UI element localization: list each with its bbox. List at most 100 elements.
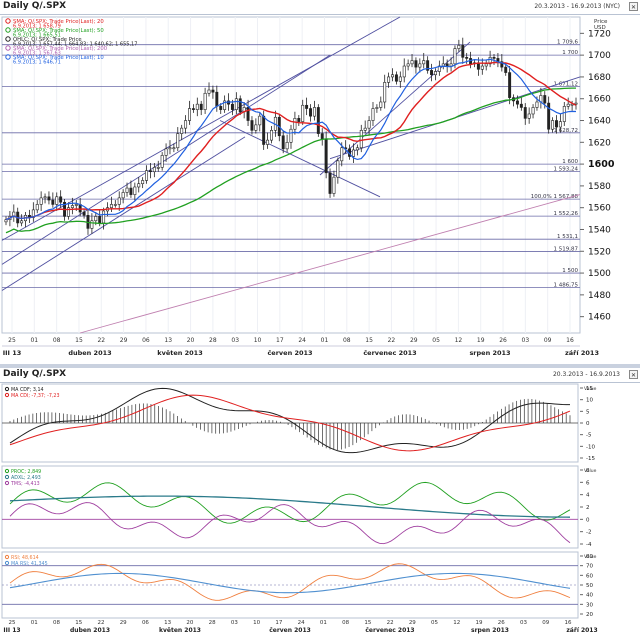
x-month-label: září 2013 — [566, 627, 597, 634]
candle-body — [180, 127, 184, 134]
legend-marker-icon — [4, 554, 10, 560]
proc-line — [9, 481, 571, 524]
candle-body — [301, 104, 305, 122]
candle-body — [20, 220, 24, 224]
x-tick-label: 09 — [544, 337, 552, 344]
y-tick-label: 1540 — [588, 225, 611, 235]
legend-label: OHLC; Q/.SPX; Trade Price — [13, 37, 82, 43]
candle-body — [117, 197, 121, 205]
x-tick-label: 29 — [120, 620, 127, 626]
candle-body — [449, 63, 453, 67]
x-tick-label: 13 — [164, 620, 171, 626]
level-line-label: 1 593,24 — [554, 166, 579, 172]
candle-body — [320, 133, 324, 140]
candle-body — [433, 71, 437, 76]
legend-label: MA RSI; 41,345 — [11, 561, 48, 567]
sma-50-line — [5, 87, 577, 234]
candle-body — [281, 135, 285, 150]
candle-body — [285, 142, 289, 150]
y-tick-label: 1580 — [588, 182, 611, 192]
candle-body — [125, 187, 129, 193]
y-tick-label: 0 — [586, 421, 590, 427]
x-tick-label: 12 — [453, 620, 460, 626]
candle-body — [387, 76, 391, 83]
candle-body — [35, 204, 39, 211]
y-unit-label: USD — [594, 25, 606, 31]
candle-body — [551, 120, 555, 130]
panel-divider[interactable] — [0, 364, 640, 368]
candle-body — [184, 120, 188, 129]
candle-body — [43, 196, 47, 199]
legend-label: SMA; Q/.SPX; Trade Price(Last); 20 — [13, 19, 104, 25]
legend-marker-icon — [4, 392, 10, 398]
candle-body — [172, 147, 176, 150]
candle-body — [262, 115, 266, 145]
candle-body — [422, 60, 426, 65]
candle-body — [234, 98, 238, 110]
x-tick-label: 08 — [53, 620, 60, 626]
legend-label: ADXL; 2,493 — [11, 475, 41, 481]
y-unit-label: Value — [584, 386, 597, 392]
plot-area — [1, 16, 581, 334]
candle-body — [90, 220, 94, 229]
legend-label: MA CDF; 3,14 — [11, 387, 44, 393]
x-tick-label: 29 — [410, 337, 418, 344]
x-tick-label: 15 — [75, 337, 83, 344]
x-month-label: duben 2013 — [68, 349, 111, 357]
candle-body — [535, 101, 539, 108]
sma-10-line — [5, 58, 577, 221]
candle-body — [246, 107, 250, 121]
x-tick-label: 08 — [342, 620, 349, 626]
x-tick-label: 15 — [75, 620, 82, 626]
legend-marker-icon — [5, 36, 11, 42]
candle-body — [109, 204, 113, 208]
signal-line — [9, 394, 571, 452]
candle-body — [500, 61, 504, 68]
x-tick-label: 29 — [120, 337, 128, 344]
candle-body — [562, 106, 566, 122]
legend-label: TMS; -4,413 — [10, 481, 40, 487]
candle-body — [70, 205, 74, 208]
price-chart[interactable]: 25 01 08 15 22 29 06 13 20 28 03 10 17 24 01 08 15 22 29 05… — [0, 15, 640, 365]
candle-body — [558, 121, 562, 128]
y-tick-label: 0 — [586, 517, 590, 523]
candle-body — [164, 148, 168, 156]
x-tick-label: 17 — [275, 620, 282, 626]
candle-body — [270, 130, 273, 141]
legend-value: 6.9.2013; 1 665,51 — [13, 33, 61, 39]
candle-body — [527, 113, 531, 119]
candle-body — [410, 60, 414, 65]
x-tick-label: 10 — [254, 337, 262, 344]
x-tick-label: 26 — [499, 337, 507, 344]
y-tick-label: 70 — [586, 564, 593, 570]
candle-body — [47, 196, 51, 201]
y-tick-label: 1680 — [588, 73, 611, 83]
candle-body — [445, 63, 449, 67]
candle-body — [332, 176, 336, 194]
close-icon[interactable]: ✕ — [629, 2, 638, 11]
close-icon[interactable]: ✕ — [629, 370, 638, 379]
candle-body — [297, 118, 301, 122]
candle-body — [51, 199, 55, 205]
x-tick-label: 20 — [186, 620, 193, 626]
x-month-label: květen 2013 — [159, 627, 201, 634]
candle-body — [414, 60, 418, 68]
y-tick-label: 60 — [586, 573, 593, 579]
level-line-label: 1 500 — [562, 268, 578, 274]
x-tick-label: 22 — [388, 337, 396, 344]
x-month-label: srpen 2013 — [469, 349, 510, 357]
candle-body — [141, 180, 145, 185]
x-tick-label: 16 — [566, 337, 574, 344]
candle-body — [195, 103, 199, 110]
x-tick-label: 20 — [187, 337, 195, 344]
x-tick-label: 26 — [498, 620, 505, 626]
candle-body — [379, 101, 383, 108]
candle-body — [355, 147, 359, 151]
y-tick-label: 1700 — [588, 51, 611, 61]
x-month-label: květen 2013 — [157, 349, 202, 357]
candle-body — [66, 207, 70, 217]
candle-body — [531, 107, 535, 115]
candle-body — [351, 149, 355, 157]
candle-body — [406, 63, 410, 67]
